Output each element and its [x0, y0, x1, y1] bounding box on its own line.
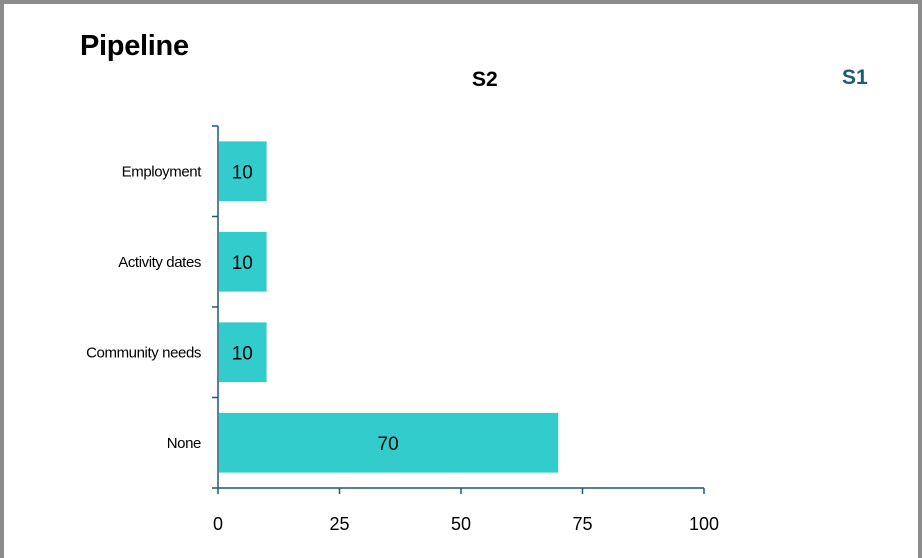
- category-label: Employment: [122, 163, 203, 180]
- data-label: 10: [232, 253, 253, 274]
- x-tick-label: 100: [689, 514, 719, 534]
- bar: [219, 141, 267, 202]
- x-tick-label: 25: [329, 514, 349, 534]
- category-label: None: [167, 435, 201, 452]
- category-label: Community needs: [86, 344, 201, 361]
- data-label: 10: [232, 162, 253, 183]
- data-label: 10: [232, 343, 253, 364]
- data-label: 70: [378, 434, 399, 455]
- x-tick-label: 75: [572, 514, 592, 534]
- chart-title: S2: [472, 68, 498, 91]
- bar: [219, 322, 267, 383]
- corner-label: S1: [842, 66, 868, 89]
- x-tick-label: 0: [213, 514, 223, 534]
- bar: [219, 231, 267, 292]
- bar: [219, 412, 559, 473]
- category-label: Activity dates: [118, 254, 201, 271]
- x-tick-label: 50: [451, 514, 471, 534]
- page-title: Pipeline: [80, 30, 189, 62]
